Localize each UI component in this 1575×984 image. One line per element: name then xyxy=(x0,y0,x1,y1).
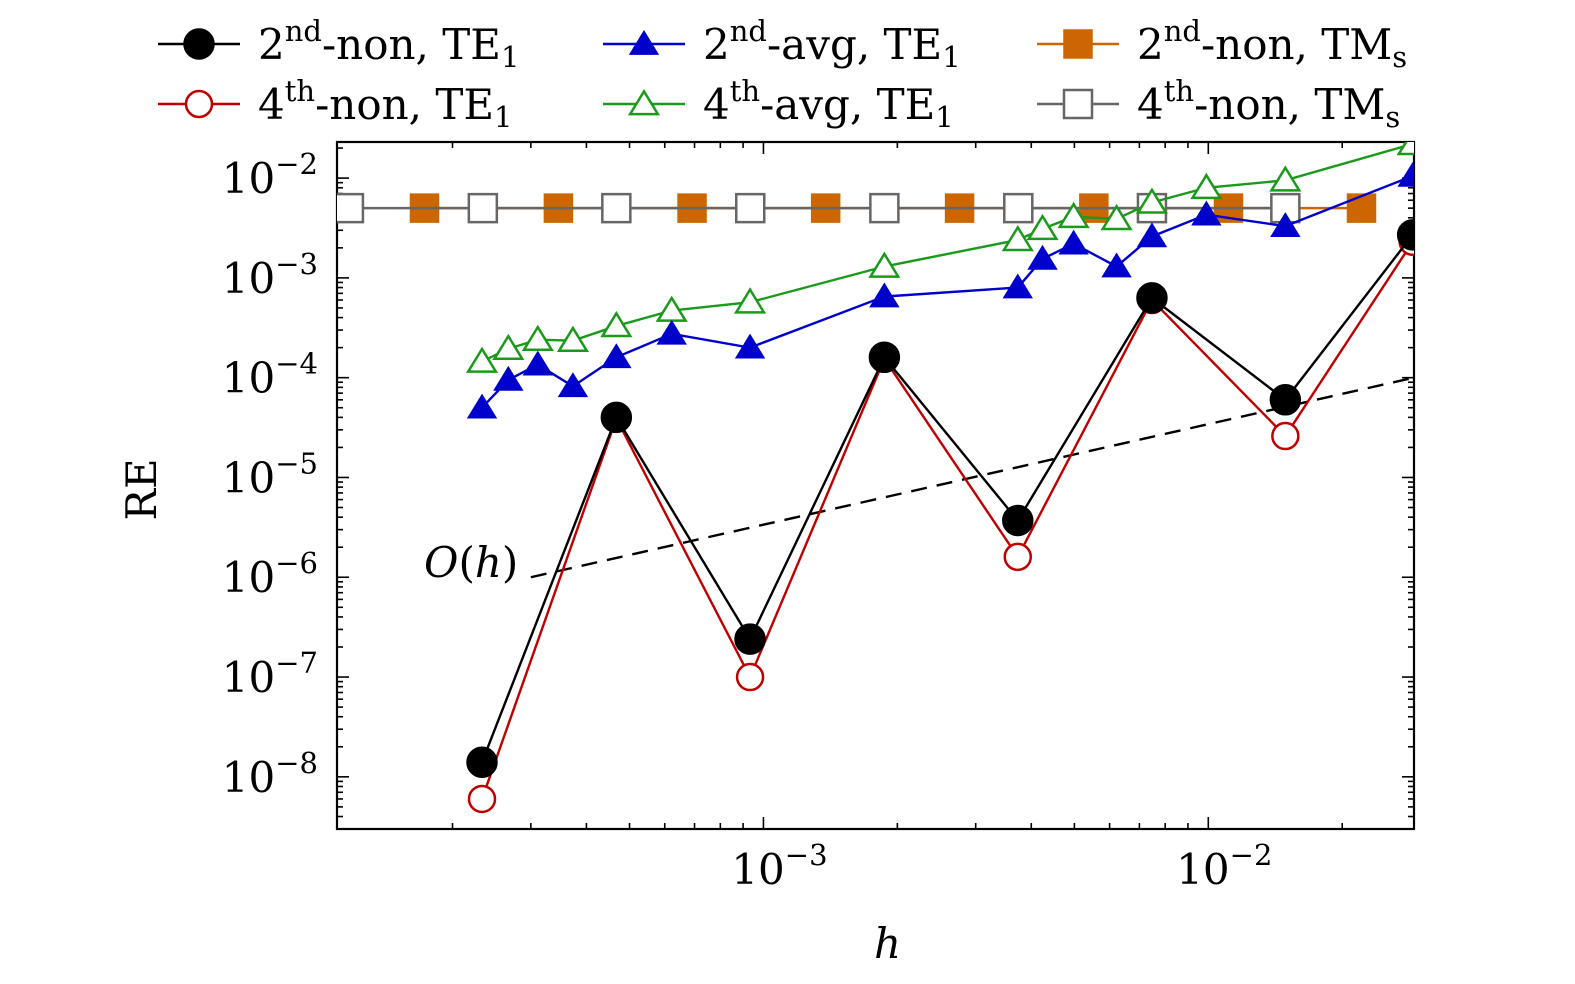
data-point xyxy=(735,662,765,692)
data-point xyxy=(601,192,632,224)
legend-label: 2nd-avg, TE1 xyxy=(703,14,961,74)
data-point xyxy=(1135,187,1169,214)
legend-item: 2nd-avg, TE1 xyxy=(603,14,961,74)
data-point xyxy=(1270,212,1301,237)
x-axis-ticks xyxy=(451,142,1344,829)
y-tick-label: 10−4 xyxy=(222,347,318,403)
x-tick-label: 10−3 xyxy=(731,838,827,894)
data-point xyxy=(466,746,498,778)
legend-marker xyxy=(1063,29,1093,59)
legend-marker xyxy=(627,89,661,116)
legend-label: 4th-avg, TE1 xyxy=(703,74,954,134)
data-point xyxy=(600,310,633,338)
data-point xyxy=(466,393,498,419)
data-point xyxy=(733,287,767,314)
y-tick-label: 10−3 xyxy=(222,247,318,303)
y-tick-label: 10−6 xyxy=(222,546,318,602)
legend-marker xyxy=(628,29,660,55)
data-point xyxy=(492,333,525,361)
legend: 2nd-non, TE1 2nd-avg, TE1 2nd-non, TMs4th-… xyxy=(158,14,1407,134)
legend-marker xyxy=(184,89,214,119)
legend-item: 4th-non, TE1 xyxy=(158,74,512,134)
data-point xyxy=(522,350,553,376)
data-point xyxy=(467,784,497,814)
series-2nd-avg-te1 xyxy=(466,161,1414,419)
y-axis-label: RE xyxy=(117,458,166,520)
legend-marker xyxy=(1062,88,1094,120)
series-2nd-non-te1 xyxy=(466,219,1414,778)
data-point xyxy=(1058,229,1089,255)
data-point xyxy=(521,324,554,352)
y-tick-label: 10−8 xyxy=(222,746,318,802)
data-point xyxy=(1057,201,1090,229)
data-point xyxy=(1003,192,1034,224)
legend-item: 4th-avg, TE1 xyxy=(603,74,954,134)
legend-label: 2nd-non, TE1 xyxy=(258,14,519,74)
data-point xyxy=(869,192,900,224)
plot-frame xyxy=(335,140,1416,831)
data-point xyxy=(1191,200,1222,226)
legend-item: 2nd-non, TMs xyxy=(1037,14,1407,74)
legend-marker xyxy=(183,28,215,60)
data-point xyxy=(1026,213,1059,241)
data-point xyxy=(1002,504,1034,537)
data-point xyxy=(337,192,365,224)
series-line xyxy=(481,142,1413,363)
data-point xyxy=(1397,161,1414,187)
data-point xyxy=(734,333,766,359)
series-4th-non-te1 xyxy=(467,227,1414,814)
data-point xyxy=(1269,384,1302,416)
series-4th-avg-te1 xyxy=(465,142,1414,373)
series-line xyxy=(481,174,1414,409)
data-point xyxy=(1346,193,1377,223)
data-point xyxy=(1396,142,1414,156)
data-point xyxy=(1027,244,1058,270)
data-point xyxy=(1136,222,1168,248)
legend-item: 4th-non, TMs xyxy=(1037,74,1400,134)
data-point xyxy=(601,343,632,369)
reference-line-oh xyxy=(530,376,1414,579)
legend-label: 4th-non, TMs xyxy=(1137,74,1400,134)
data-point xyxy=(465,346,499,373)
x-tick-label: 10−2 xyxy=(1176,838,1272,894)
data-point xyxy=(1002,273,1033,299)
data-point xyxy=(493,365,524,391)
data-point xyxy=(868,251,901,278)
y-tick-label: 10−2 xyxy=(222,147,318,203)
series-line xyxy=(480,241,1414,800)
series-line xyxy=(480,234,1414,763)
y-axis-ticks xyxy=(337,147,1414,830)
data-point xyxy=(1271,421,1300,451)
data-point xyxy=(600,401,633,434)
data-point xyxy=(656,319,687,345)
data-point xyxy=(467,192,499,224)
series-4th-non-tms xyxy=(337,192,1301,224)
plot-area xyxy=(337,142,1414,814)
data-point xyxy=(735,192,766,224)
data-point xyxy=(556,325,590,352)
data-point xyxy=(734,623,766,655)
x-axis-label: h xyxy=(874,919,901,968)
data-point xyxy=(1001,224,1034,252)
data-point xyxy=(869,282,900,308)
y-tick-label: 10−7 xyxy=(222,646,318,702)
data-point xyxy=(1101,252,1132,278)
data-point xyxy=(1396,219,1414,251)
data-point xyxy=(868,341,901,374)
data-point xyxy=(557,372,589,398)
reference-line-label: O(h) xyxy=(424,538,518,587)
legend-label: 4th-non, TE1 xyxy=(258,74,512,134)
y-tick-label: 10−5 xyxy=(222,446,318,502)
legend-label: 2nd-non, TMs xyxy=(1137,14,1407,74)
data-point xyxy=(1190,172,1223,200)
data-point xyxy=(1100,203,1133,231)
legend-item: 2nd-non, TE1 xyxy=(158,14,519,74)
data-point xyxy=(1003,542,1033,572)
data-point xyxy=(1136,282,1168,314)
data-point xyxy=(1269,165,1302,192)
